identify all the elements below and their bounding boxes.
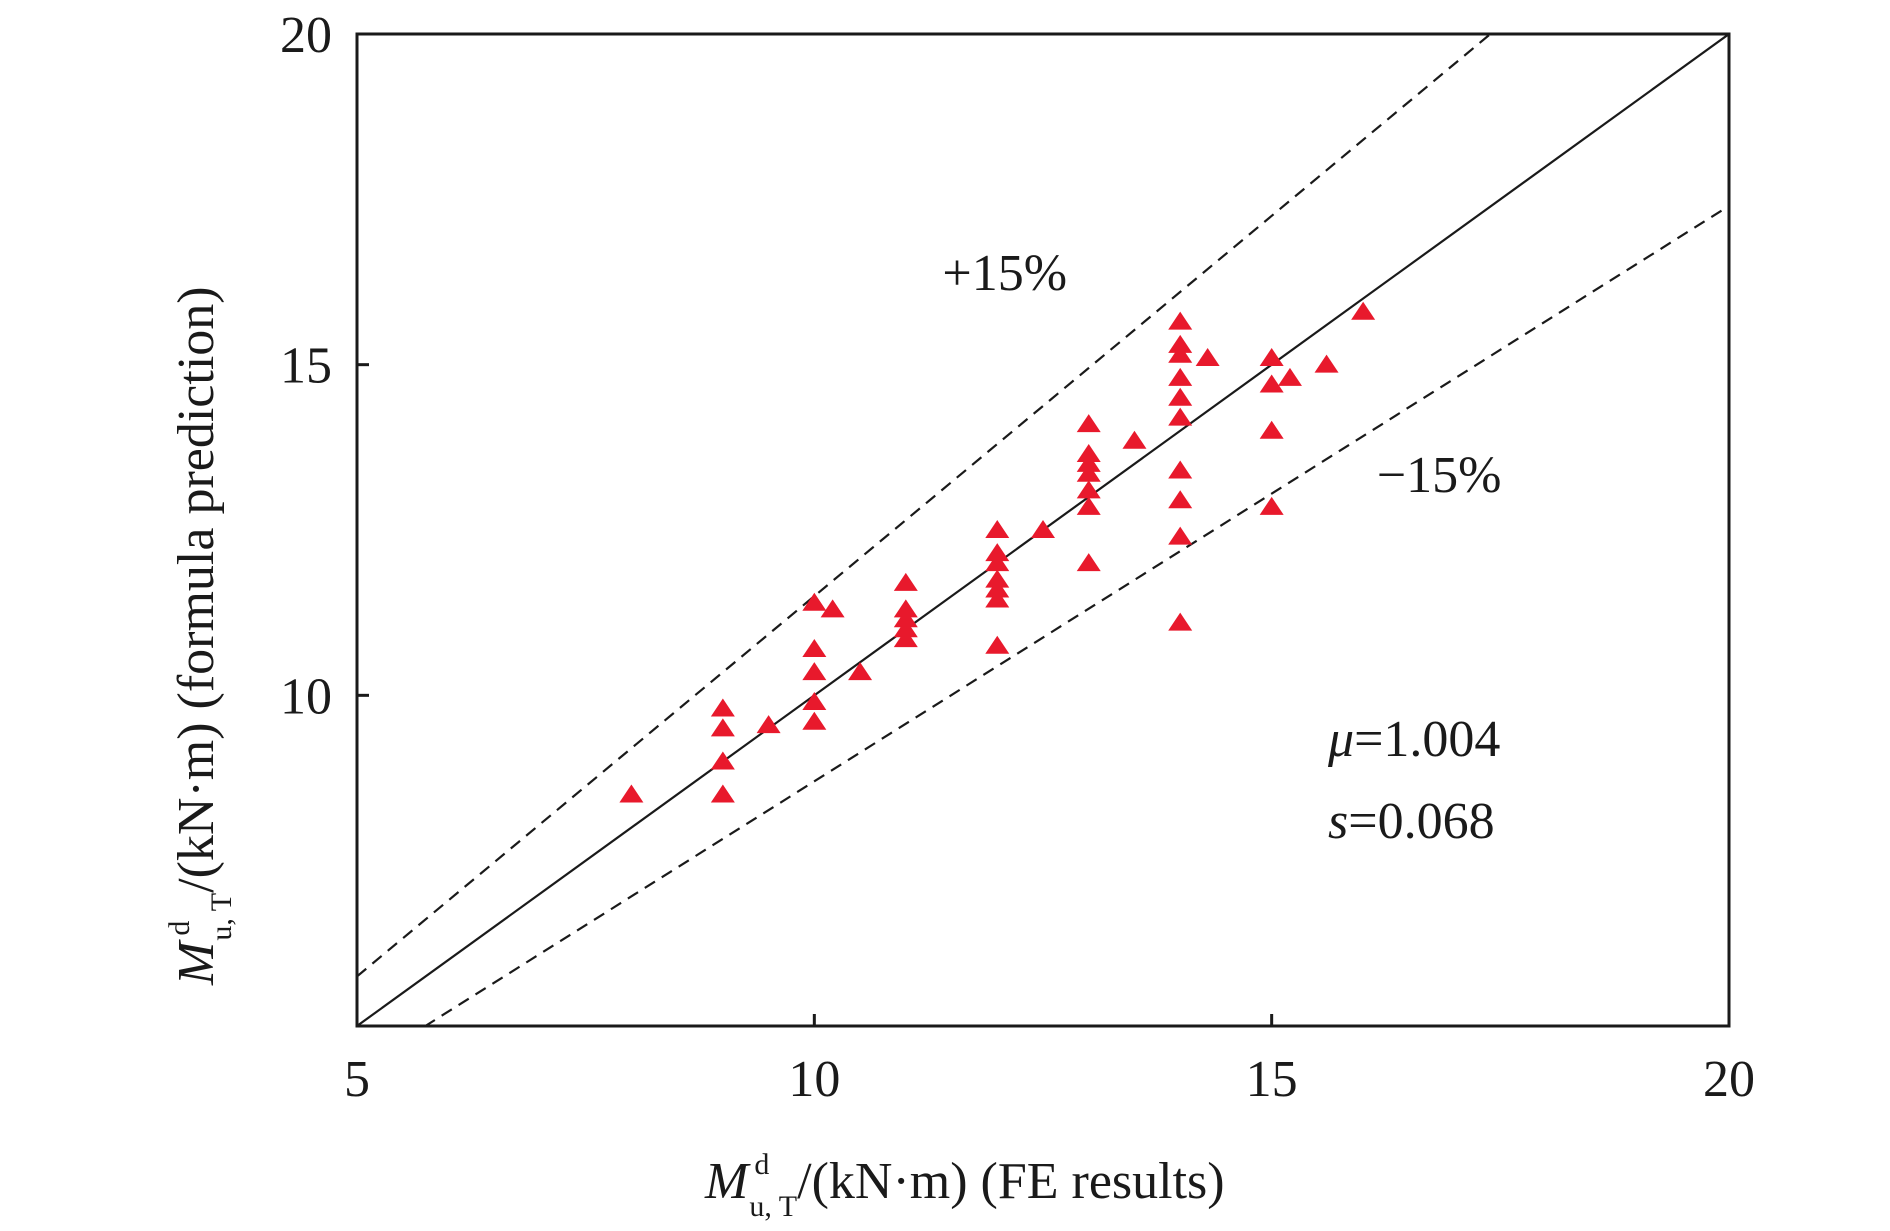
x-tick-label: 10 [788,1051,840,1108]
data-points [619,301,1376,803]
axis-ticks [357,363,1274,1026]
data-point [802,662,827,681]
data-point [710,698,735,717]
data-point [1195,348,1220,367]
s-stat: s=0.068 [1328,793,1495,850]
data-point [820,599,845,618]
data-point [1076,553,1101,572]
data-point [710,718,735,737]
data-point [1168,526,1193,545]
data-point [1076,453,1101,472]
y-tick-label: 15 [280,338,332,395]
data-point [1122,430,1147,449]
data-point [1168,344,1193,363]
data-point [893,629,918,648]
data-point [1168,367,1193,386]
data-point [1168,460,1193,479]
data-point [985,543,1010,562]
x-tick-label: 5 [344,1051,370,1108]
data-point [1076,414,1101,433]
data-point [1259,496,1284,515]
data-point [1259,374,1284,393]
data-point [802,639,827,658]
data-point [1076,496,1101,515]
tolerance-line-2 [423,204,1729,1026]
data-point [1277,367,1302,386]
data-point [985,520,1010,538]
plot-frame [355,32,1731,1028]
plus-15-label: +15% [942,245,1067,302]
data-point [1031,520,1055,538]
data-point [802,592,827,611]
data-point [802,691,827,710]
data-point [1076,480,1101,499]
data-point [1168,612,1193,631]
identity-line [357,34,1729,1026]
y-tick-label: 20 [280,7,332,64]
x-tick-label: 20 [1703,1051,1755,1108]
data-point [1168,490,1193,509]
y-tick-label: 10 [280,668,332,725]
data-point [985,553,1010,572]
data-point [1168,334,1193,353]
x-tick-label: 15 [1246,1051,1298,1108]
data-point [619,784,644,803]
data-point [893,572,918,591]
y-axis-label: Md u, T/(kN·m) (formula prediction) [163,286,238,986]
data-point [802,711,827,730]
data-point [893,619,918,638]
reference-lines [357,34,1729,1026]
data-point [893,599,918,618]
data-point [710,784,735,803]
data-point [1314,354,1339,373]
data-point [1351,301,1376,320]
minus-15-label: −15% [1377,447,1502,504]
data-point [1168,311,1193,330]
tick-labels: 5 10 15 20 10 15 20 [280,7,1755,1108]
data-point [985,589,1010,608]
data-point [985,569,1010,588]
data-point [985,635,1010,654]
mu-stat: μ=1.004 [1327,711,1500,768]
data-point [893,609,918,628]
data-point [1076,463,1101,482]
data-point [756,715,781,734]
data-point [985,579,1010,598]
data-point [1168,407,1193,426]
tolerance-line-1 [357,34,1493,978]
data-point [1168,387,1193,406]
data-point [848,662,873,681]
data-point [1259,420,1284,439]
data-point [1259,348,1284,367]
data-point [710,751,735,770]
data-point [1076,443,1101,462]
